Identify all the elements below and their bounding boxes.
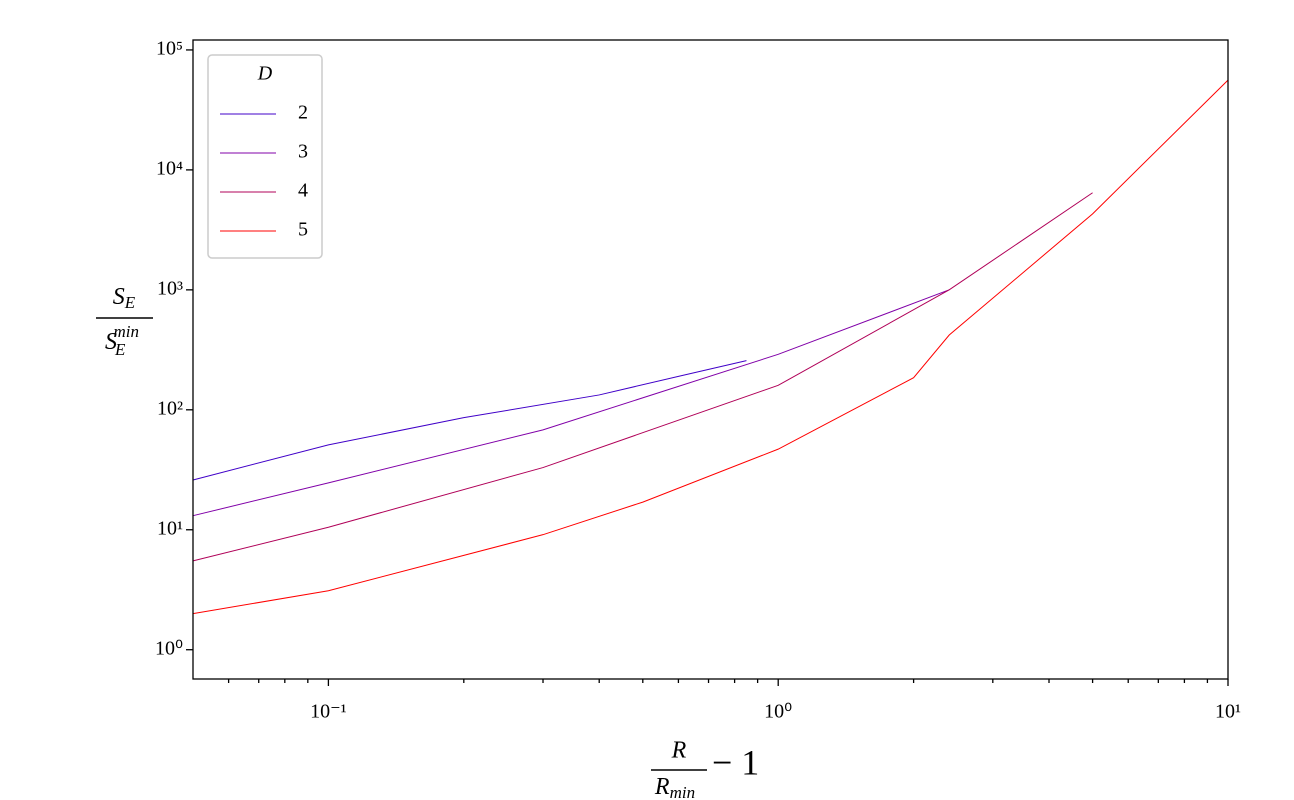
series-line <box>192 192 1093 562</box>
x-axis-label: R Rmin − 1 <box>651 738 759 800</box>
y-label-part: S <box>105 329 117 355</box>
x-tick-label: 10⁰ <box>764 701 792 723</box>
legend: D 2 3 4 5 <box>207 54 323 259</box>
plot-frame <box>192 39 1229 680</box>
legend-box <box>207 54 323 259</box>
y-tick-label: 10⁵ <box>156 38 183 60</box>
series-line <box>192 289 950 517</box>
x-tick-label: 10¹ <box>1215 701 1241 723</box>
legend-title: D <box>257 63 273 85</box>
series-line <box>192 79 1229 615</box>
y-tick-label: 10¹ <box>157 517 183 539</box>
y-label-denominator: SEmin <box>105 322 139 359</box>
legend-label: 5 <box>298 219 308 241</box>
x-label-part: min <box>670 783 696 800</box>
legend-label: 4 <box>298 180 308 202</box>
x-label-part: R <box>654 774 670 800</box>
y-tick-label: 10³ <box>157 277 183 299</box>
y-label-part: min <box>113 322 139 341</box>
y-label-part: S <box>113 284 125 310</box>
y-tick-label: 10⁴ <box>156 157 183 179</box>
y-tick-label: 10² <box>157 397 183 419</box>
x-label-numerator: R <box>671 738 687 764</box>
series-line <box>192 360 747 481</box>
x-label-suffix: − 1 <box>712 742 759 782</box>
y-tick-label: 10⁰ <box>155 637 183 659</box>
x-label-denominator: Rmin <box>654 774 695 800</box>
y-label-numerator: SE <box>113 284 136 312</box>
legend-label: 3 <box>298 141 308 163</box>
y-label-part: E <box>124 293 136 312</box>
y-axis-label: SE SEmin <box>96 284 153 359</box>
x-tick-label: 10⁻¹ <box>310 701 347 723</box>
y-label-part: E <box>114 340 126 359</box>
legend-label: 2 <box>298 102 308 124</box>
